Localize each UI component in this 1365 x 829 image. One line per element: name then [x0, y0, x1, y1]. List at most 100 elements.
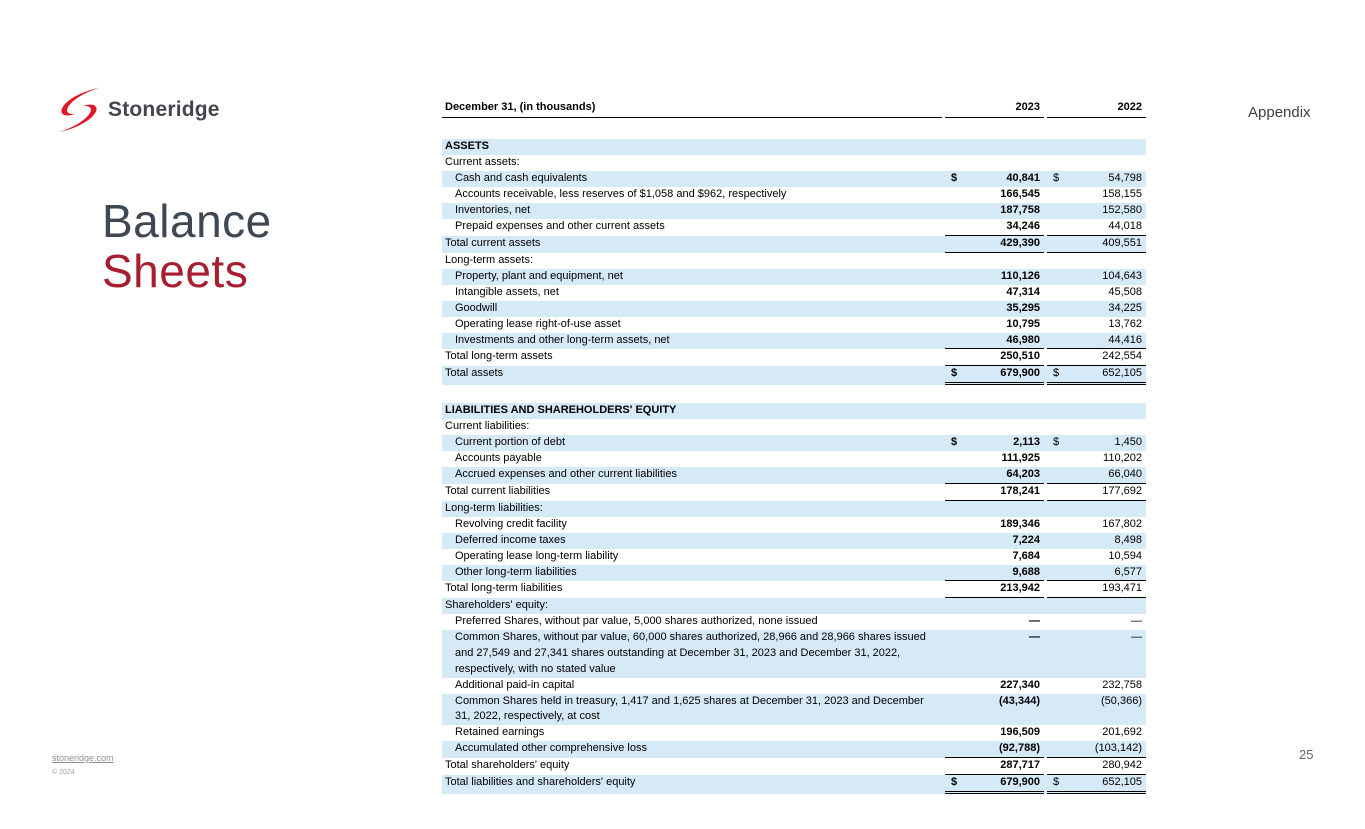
row-label: Preferred Shares, without par value, 5,0…: [455, 615, 818, 628]
value-2022: —: [1047, 630, 1146, 677]
value-2022: 201,692: [1047, 725, 1146, 741]
currency-symbol: $: [1053, 435, 1060, 448]
value-2023: 35,295: [945, 301, 1044, 317]
table-row: Cash and cash equivalents $40,841 $54,798: [442, 171, 1146, 187]
stoneridge-logo-text: Stoneridge: [108, 98, 220, 121]
table-row: Total current liabilities 178,241 177,692: [442, 484, 1146, 501]
row-label: Goodwill: [455, 301, 498, 314]
table-row: Accumulated other comprehensive loss (92,…: [442, 741, 1146, 758]
row-label: Revolving credit facility: [455, 517, 567, 530]
cell-value: 44,416: [1108, 333, 1142, 346]
value-2022: 280,942: [1047, 758, 1146, 775]
value-2022: 13,762: [1047, 317, 1146, 333]
value-2022: [1047, 501, 1146, 517]
value-2022: 193,471: [1047, 581, 1146, 599]
table-row: Current liabilities:: [442, 419, 1146, 435]
table-row: Operating lease long-term liability 7,684…: [442, 549, 1146, 565]
cell-value: 280,942: [1102, 758, 1142, 771]
cell-value: 193,471: [1102, 582, 1142, 595]
cell-value: 679,900: [1000, 775, 1040, 788]
cell-value: 110,126: [1000, 269, 1040, 282]
cell-value: 9,688: [1012, 565, 1040, 578]
cell-value: 166,545: [1000, 188, 1040, 200]
value-2023: 187,758: [945, 203, 1044, 219]
cell-value: 152,580: [1102, 204, 1142, 216]
currency-symbol: $: [951, 435, 958, 448]
table-row: Preferred Shares, without par value, 5,0…: [442, 614, 1146, 630]
row-label: Property, plant and equipment, net: [455, 269, 623, 282]
cell-value: 40,841: [1006, 172, 1040, 184]
cell-value: 187,758: [1000, 204, 1040, 216]
value-2022: 8,498: [1047, 533, 1146, 549]
row-label: Current liabilities:: [445, 419, 530, 432]
footer-link[interactable]: stoneridge.com: [52, 753, 114, 763]
cell-value: (43,344): [999, 694, 1040, 707]
cell-value: 2,113: [1013, 435, 1040, 448]
row-label: Other long-term liabilities: [455, 565, 577, 578]
cell-value: 66,040: [1108, 467, 1142, 480]
cell-value: 111,925: [1001, 451, 1040, 464]
value-2022: 44,416: [1047, 333, 1146, 350]
table-row: Current portion of debt $2,113 $1,450: [442, 434, 1146, 451]
value-2022: $652,105: [1047, 366, 1146, 385]
value-2022: 177,692: [1047, 484, 1146, 501]
table-row: Investments and other long-term assets, …: [442, 332, 1146, 350]
value-2023: 10,795: [945, 317, 1044, 333]
value-2022: $54,798: [1047, 171, 1146, 187]
value-2023: 213,942: [945, 581, 1044, 599]
value-2022: 44,018: [1047, 219, 1146, 236]
value-2023: $679,900: [945, 775, 1044, 794]
footer: stoneridge.com © 2024: [52, 748, 114, 776]
cell-value: 227,340: [1000, 678, 1040, 691]
column-header-2022: 2022: [1047, 99, 1146, 118]
cell-value: —: [1131, 631, 1142, 644]
value-2023: $679,900: [945, 366, 1044, 385]
row-label: Total shareholders' equity: [445, 758, 570, 771]
cell-value: 45,508: [1108, 285, 1142, 298]
cell-value: 47,314: [1006, 285, 1040, 298]
value-2022: —: [1047, 614, 1146, 630]
value-2022: [1047, 139, 1146, 155]
value-2022: (103,142): [1047, 741, 1146, 758]
value-2022: [1047, 253, 1146, 269]
stoneridge-logo-icon: [58, 87, 100, 133]
row-label: LIABILITIES AND SHAREHOLDERS' EQUITY: [445, 403, 677, 416]
row-label: Retained earnings: [455, 726, 545, 739]
currency-symbol: $: [1053, 172, 1060, 184]
cell-value: 64,203: [1006, 467, 1040, 480]
stoneridge-logo: Stoneridge: [52, 84, 220, 136]
table-row: Total current assets 429,390 409,551: [442, 235, 1146, 253]
value-2023: 7,224: [945, 533, 1044, 549]
cell-value: —: [1029, 631, 1040, 644]
slide-title-line2: Sheets: [102, 245, 249, 297]
cell-value: 34,225: [1108, 301, 1142, 314]
slide-title: Balance Sheets: [102, 196, 272, 296]
value-2023: 47,314: [945, 285, 1044, 301]
table-row: Common Shares, without par value, 60,000…: [442, 630, 1146, 678]
cell-value: —: [1131, 615, 1142, 628]
row-label: Current portion of debt: [455, 435, 566, 448]
currency-symbol: $: [1053, 775, 1060, 788]
table-row: Current assets:: [442, 155, 1146, 171]
table-row: Revolving credit facility 189,346 167,802: [442, 517, 1146, 533]
value-2022: 104,643: [1047, 269, 1146, 285]
cell-value: 242,554: [1102, 350, 1142, 363]
cell-value: 13,762: [1108, 317, 1142, 330]
value-2022: 409,551: [1047, 236, 1146, 253]
cell-value: 287,717: [1000, 758, 1040, 771]
value-2023: (43,344): [945, 694, 1044, 726]
row-label: Accounts payable: [455, 451, 542, 464]
value-2023: —: [945, 630, 1044, 677]
row-label: Common Shares held in treasury, 1,417 an…: [455, 694, 924, 723]
value-2022: 10,594: [1047, 549, 1146, 565]
value-2022: 152,580: [1047, 203, 1146, 219]
cell-value: 196,509: [1000, 726, 1040, 739]
row-label: Accrued expenses and other current liabi…: [455, 467, 677, 480]
value-2023: 46,980: [945, 333, 1044, 350]
currency-symbol: $: [951, 367, 958, 380]
value-2023: [945, 139, 1044, 155]
table-row: Operating lease right-of-use asset 10,795…: [442, 317, 1146, 333]
value-2022: $652,105: [1047, 775, 1146, 794]
table-row: Accounts receivable, less reserves of $1…: [442, 187, 1146, 203]
table-row: Common Shares held in treasury, 1,417 an…: [442, 693, 1146, 726]
